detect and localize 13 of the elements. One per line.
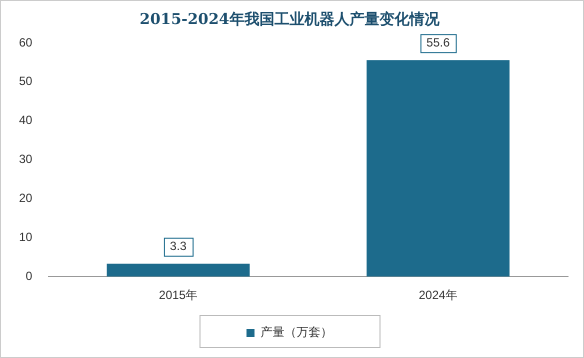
data-label: 55.6 (426, 35, 450, 50)
y-tick-label: 20 (18, 191, 33, 206)
y-tick-label: 40 (18, 113, 33, 128)
y-tick-label: 30 (18, 152, 33, 166)
x-tick-label: 2024年 (418, 288, 458, 302)
y-tick-label: 10 (18, 230, 33, 244)
x-tick-label: 2015年 (158, 288, 198, 302)
chart-title: 2015-2024年我国工业机器人产量变化情况 (140, 10, 440, 28)
legend-label: 产量（万套） (260, 325, 332, 340)
y-tick-label: 60 (18, 35, 33, 50)
y-tick-label: 50 (18, 74, 33, 88)
data-label: 3.3 (170, 239, 187, 254)
y-tick-label: 0 (26, 268, 33, 283)
